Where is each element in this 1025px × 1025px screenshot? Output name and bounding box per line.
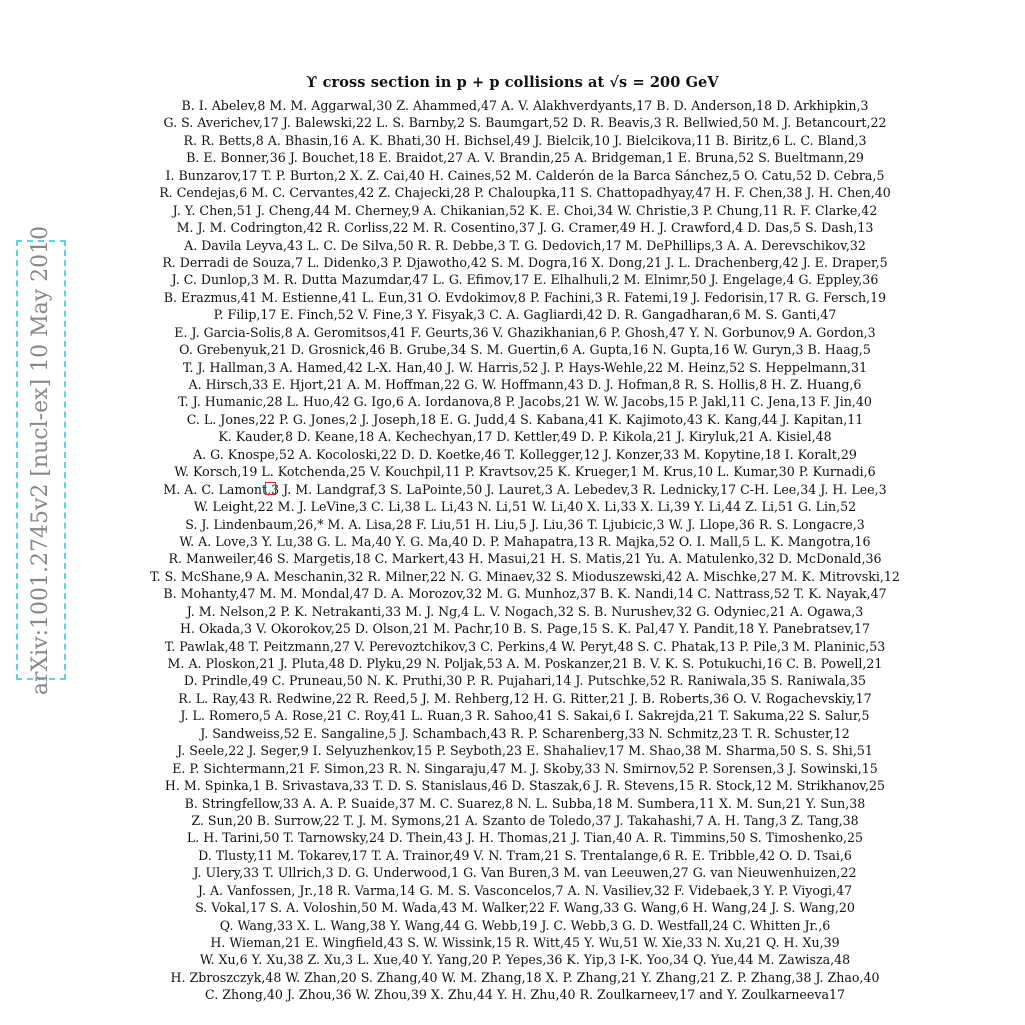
author-line: K. Kauder,8 D. Keane,18 A. Kechechyan,17… [218,429,832,445]
author-line: W. Xu,6 Y. Xu,38 Z. Xu,3 L. Xue,40 Y. Ya… [199,952,851,968]
author-line: H. Okada,3 V. Okorokov,25 D. Olson,21 M.… [179,621,871,637]
author-line: B. Mohanty,47 M. M. Mondal,47 D. A. Moro… [163,586,887,602]
author-line: O. Grebenyuk,21 D. Grosnick,46 B. Grube,… [179,342,871,358]
author-line: R. Cendejas,6 M. C. Cervantes,42 Z. Chaj… [159,185,891,201]
author-line: J. Seele,22 J. Seger,9 I. Selyuzhenkov,1… [177,743,873,759]
author-line: L. H. Tarini,50 T. Tarnowsky,24 D. Thein… [186,830,864,846]
author-line: A. Davila Leyva,43 L. C. De Silva,50 R. … [184,237,866,253]
author-line: W. Leight,22 M. J. LeVine,3 C. Li,38 L. … [193,499,857,515]
author-line: B. E. Bonner,36 J. Bouchet,18 E. Braidot… [186,150,864,166]
author-line: J. Y. Chen,51 J. Cheng,44 M. Cherney,9 A… [172,202,878,218]
author-line: B. Stringfellow,33 A. A. P. Suaide,37 M.… [184,795,866,811]
author-line: T. J. Hallman,3 A. Hamed,42 L-X. Han,40 … [182,359,868,375]
author-line: T. Pawlak,48 T. Peitzmann,27 V. Perevozt… [164,638,886,654]
author-line: A. Hirsch,33 E. Hjort,21 A. M. Hoffman,2… [188,377,862,392]
paper-title: ϒ cross section in p + p collisions at √… [306,73,719,91]
author-line: B. Erazmus,41 M. Estienne,41 L. Eun,31 O… [163,289,887,305]
arxiv-identifier: arXiv:1001.2745v2 [nucl-ex] 10 May 2010 [28,225,54,695]
author-line: P. Filip,17 E. Finch,52 V. Fine,3 Y. Fis… [213,307,837,323]
author-line: M. J. M. Codrington,42 R. Corliss,22 M. … [176,220,874,236]
author-line: I. Bunzarov,17 T. P. Burton,2 X. Z. Cai,… [165,167,885,183]
author-line: A. G. Knospe,52 A. Kocoloski,22 D. D. Ko… [193,446,857,462]
author-line: S. Vokal,17 S. A. Voloshin,50 M. Wada,43… [195,900,855,916]
author-line: J. A. Vanfossen, Jr.,18 R. Varma,14 G. M… [197,882,853,898]
author-line: E. P. Sichtermann,21 F. Simon,23 R. N. S… [172,760,878,776]
author-line: B. I. Abelev,8 M. M. Aggarwal,30 Z. Aham… [181,98,869,113]
author-line: J. Sandweiss,52 E. Sangaline,5 J. Schamb… [200,725,850,741]
author-line: Q. Wang,33 X. L. Wang,38 Y. Wang,44 G. W… [219,917,831,933]
author-line: M. A. C. Lamont,3 J. M. Landgraf,3 S. La… [163,481,887,497]
author-line: T. J. Humanic,28 L. Huo,42 G. Igo,6 A. I… [178,394,872,410]
author-line: T. S. McShane,9 A. Meschanin,32 R. Milne… [150,568,900,584]
author-line: M. A. Ploskon,21 J. Pluta,48 D. Plyku,29… [167,656,883,671]
author-line: J. M. Nelson,2 P. K. Netrakanti,33 M. J.… [186,603,864,619]
author-line: R. Derradi de Souza,7 L. Didenko,3 P. Dj… [162,254,888,270]
author-line: S. J. Lindenbaum,26,* M. A. Lisa,28 F. L… [185,516,865,532]
author-line: R. L. Ray,43 R. Redwine,22 R. Reed,5 J. … [178,690,872,706]
author-line: J. L. Romero,5 A. Rose,21 C. Roy,41 L. R… [180,708,870,724]
author-line: Z. Sun,20 B. Surrow,22 T. J. M. Symons,2… [191,812,859,828]
highlight-marker [265,482,276,495]
author-list: B. I. Abelev,8 M. M. Aggarwal,30 Z. Aham… [95,97,955,1004]
author-line: C. Zhong,40 J. Zhou,36 W. Zhou,39 X. Zhu… [205,987,845,1003]
author-line: G. S. Averichev,17 J. Balewski,22 L. S. … [163,115,887,131]
arxiv-identifier-stamp[interactable]: arXiv:1001.2745v2 [nucl-ex] 10 May 2010 [16,225,66,695]
author-line: W. A. Love,3 Y. Lu,38 G. L. Ma,40 Y. G. … [179,533,871,549]
author-line: R. Manweiler,46 S. Margetis,18 C. Marker… [168,551,882,567]
author-line: D. Prindle,49 C. Pruneau,50 N. K. Pruthi… [183,673,867,689]
author-line: W. Korsch,19 L. Kotchenda,25 V. Kouchpil… [174,464,876,480]
author-line: R. R. Betts,8 A. Bhasin,16 A. K. Bhati,3… [183,132,867,148]
author-line: J. Ulery,33 T. Ullrich,3 D. G. Underwood… [193,865,857,881]
author-line: H. Wieman,21 E. Wingfield,43 S. W. Wissi… [210,935,840,950]
author-line: H. M. Spinka,1 B. Srivastava,33 T. D. S.… [164,778,886,794]
author-line: H. Zbroszczyk,48 W. Zhan,20 S. Zhang,40 … [170,969,880,985]
author-line: D. Tlusty,11 M. Tokarev,17 T. A. Trainor… [198,847,852,863]
author-line: E. J. Garcia-Solis,8 A. Geromitsos,41 F.… [174,324,876,340]
author-line: C. L. Jones,22 P. G. Jones,2 J. Joseph,1… [186,411,864,427]
author-line: J. C. Dunlop,3 M. R. Dutta Mazumdar,47 L… [171,272,879,288]
